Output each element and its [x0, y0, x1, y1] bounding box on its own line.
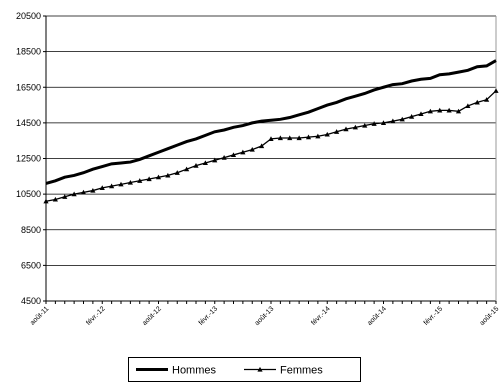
marker — [99, 185, 105, 190]
marker — [305, 134, 312, 140]
marker — [399, 116, 405, 122]
marker — [165, 172, 171, 178]
marker — [418, 111, 424, 117]
marker — [455, 108, 462, 114]
marker — [137, 178, 143, 183]
marker — [52, 196, 58, 202]
marker — [484, 97, 490, 102]
marker — [174, 170, 180, 175]
marker — [427, 108, 433, 114]
marker — [221, 155, 227, 160]
marker — [202, 160, 208, 166]
y-tick-label: 14500 — [16, 118, 41, 128]
y-tick-label: 6500 — [21, 260, 41, 270]
marker — [277, 135, 283, 141]
legend-label: Hommes — [172, 365, 217, 377]
series-line — [45, 59, 497, 185]
marker — [352, 124, 358, 130]
marker — [343, 126, 349, 132]
legend-label: Femmes — [280, 365, 323, 377]
marker — [127, 179, 133, 185]
marker — [259, 143, 265, 149]
y-tick-label: 16500 — [16, 82, 41, 92]
marker — [268, 136, 274, 141]
y-tick-label: 12500 — [16, 154, 41, 164]
marker — [315, 133, 321, 139]
marker — [287, 135, 293, 141]
marker — [493, 88, 499, 93]
y-tick-label: 8500 — [21, 225, 41, 235]
marker — [118, 181, 124, 187]
marker — [380, 120, 387, 125]
y-tick-label: 10500 — [16, 189, 41, 199]
marker — [109, 183, 115, 189]
marker — [409, 114, 415, 119]
marker — [474, 99, 480, 105]
y-tick-label: 18500 — [16, 47, 41, 57]
marker — [324, 131, 330, 137]
y-tick-label: 4500 — [21, 296, 41, 306]
marker — [212, 157, 218, 163]
marker — [296, 135, 302, 141]
marker — [334, 129, 340, 134]
legend: Hommes Femmes — [128, 357, 361, 382]
marker — [437, 107, 443, 113]
marker — [43, 198, 49, 204]
marker — [90, 187, 96, 193]
marker — [390, 118, 396, 124]
marker — [155, 174, 162, 180]
y-tick-label: 20500 — [16, 11, 41, 21]
marker — [62, 194, 68, 199]
marker — [184, 166, 190, 172]
marker — [193, 163, 199, 168]
marker — [240, 149, 246, 155]
legend-marker — [257, 366, 263, 372]
marker — [249, 146, 255, 152]
marker — [362, 122, 368, 128]
marker — [146, 176, 152, 182]
marker — [371, 121, 377, 126]
marker — [230, 152, 237, 158]
marker — [465, 103, 471, 109]
marker — [71, 191, 77, 197]
marker — [446, 107, 452, 113]
marker — [80, 189, 87, 195]
